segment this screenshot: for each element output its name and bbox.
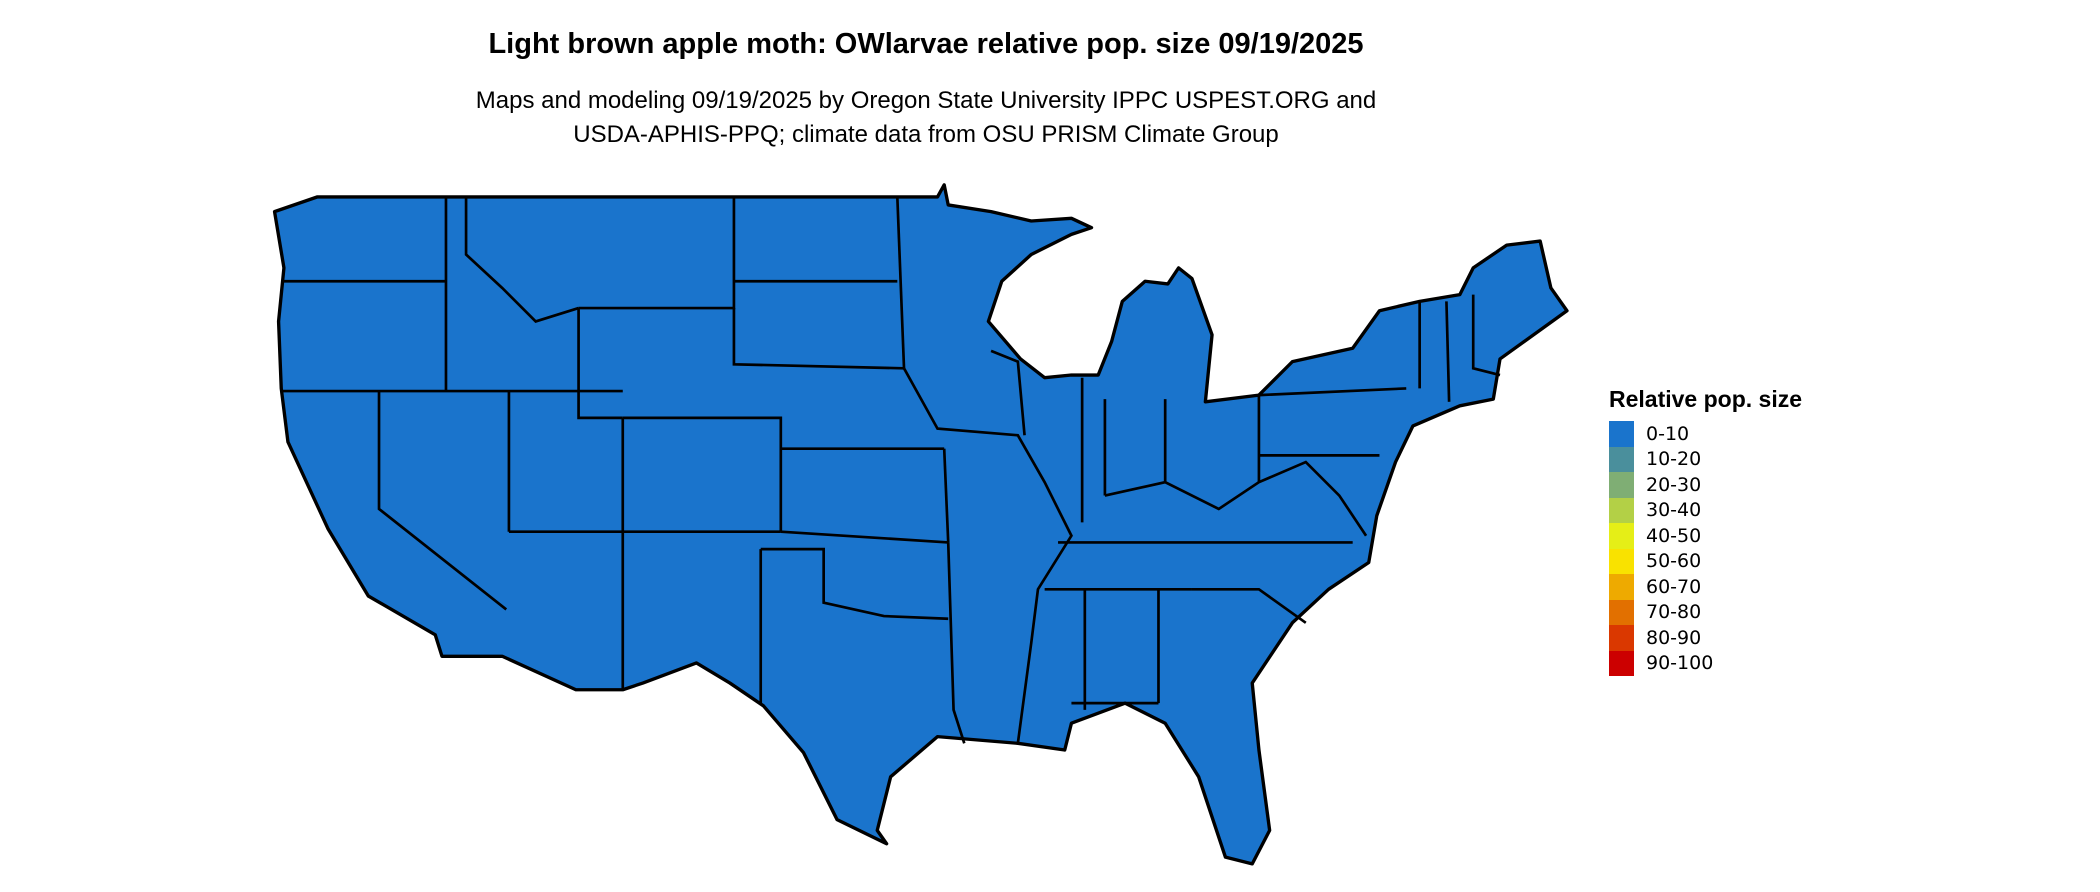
legend-item: 90-100	[1609, 650, 1802, 676]
legend-swatch	[1609, 446, 1634, 472]
legend-item: 50-60	[1609, 548, 1802, 574]
legend-label: 40-50	[1646, 524, 1702, 547]
legend-swatch	[1609, 574, 1634, 600]
legend-swatch	[1609, 599, 1634, 625]
subtitle-line-1: Maps and modeling 09/19/2025 by Oregon S…	[475, 87, 1377, 114]
legend-item: 10-20	[1609, 446, 1802, 472]
legend-title: Relative pop. size	[1609, 386, 1803, 412]
legend-swatch	[1609, 650, 1634, 676]
legend-items: 0-10 10-20 20-30 30-40 40-50 50-60 60-70 70-80 8…	[1609, 421, 1802, 676]
map-subtitle: Maps and modeling 09/19/2025 by Oregon S…	[0, 84, 1852, 152]
state-borders	[281, 196, 1501, 744]
legend-label: 80-90	[1646, 626, 1702, 649]
legend-item: 0-10	[1609, 421, 1802, 447]
map-title: Light brown apple moth: OWlarvae relativ…	[488, 28, 1364, 60]
legend-item: 70-80	[1609, 599, 1802, 625]
legend-swatch	[1609, 472, 1634, 498]
legend-label: 90-100	[1646, 652, 1714, 675]
legend-label: 60-70	[1646, 575, 1702, 598]
legend-item: 20-30	[1609, 472, 1802, 498]
legend-item: 60-70	[1609, 574, 1802, 600]
legend-item: 30-40	[1609, 497, 1802, 523]
us-landmass	[272, 183, 1569, 866]
legend-label: 0-10	[1646, 422, 1690, 445]
legend-item: 40-50	[1609, 523, 1802, 549]
legend-swatch	[1609, 548, 1634, 574]
legend-swatch	[1609, 523, 1634, 549]
legend-swatch	[1609, 421, 1634, 447]
legend-swatch	[1609, 625, 1634, 651]
legend-label: 10-20	[1646, 448, 1702, 471]
subtitle-line-2: USDA-APHIS-PPQ; climate data from OSU PR…	[573, 121, 1279, 148]
legend-label: 70-80	[1646, 601, 1702, 624]
legend: Relative pop. size 0-10 10-20 20-30 30-40 40…	[1609, 386, 1802, 676]
legend-label: 20-30	[1646, 473, 1702, 496]
legend-item: 80-90	[1609, 625, 1802, 651]
legend-swatch	[1609, 497, 1634, 523]
legend-label: 50-60	[1646, 550, 1702, 573]
legend-label: 30-40	[1646, 499, 1702, 522]
